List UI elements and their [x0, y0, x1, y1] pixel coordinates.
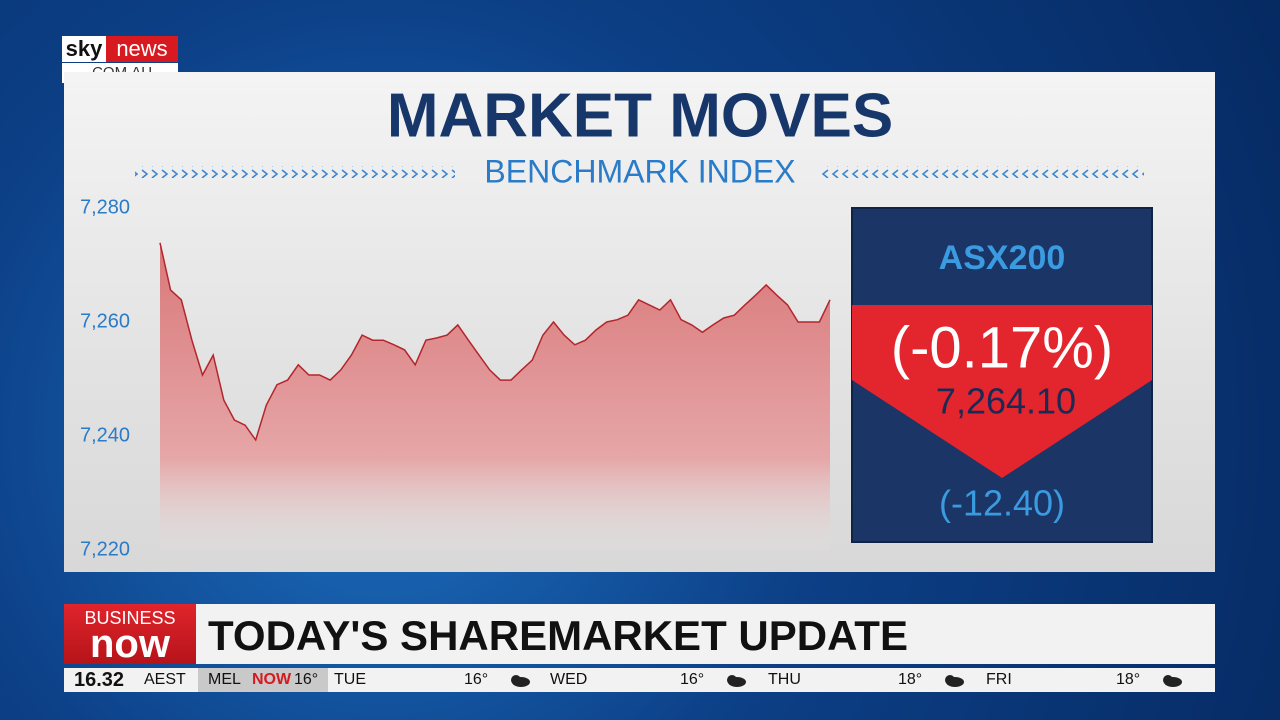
ticker-time: 16.32 [74, 669, 125, 691]
city: MEL [208, 671, 241, 688]
now-label: NOW [252, 671, 292, 688]
badge-arrow [852, 305, 1152, 478]
now-temp: 16° [294, 671, 319, 688]
decoration [135, 166, 455, 178]
ticker: 16.32 AEST MEL NOW 16° TUE 16° WED 16° THU 18… [64, 668, 1215, 692]
badge-index: ASX200 [939, 239, 1066, 277]
ticker-zone: AEST [144, 671, 186, 688]
decoration [822, 166, 1144, 178]
plot: 7,280 7,260 7,240 7,220 [80, 196, 831, 560]
y-tick-label: 7,220 [80, 538, 130, 560]
forecast-day: THU [768, 671, 801, 688]
program-logo: BUSINESS now [64, 604, 196, 666]
badge-level: 7,264.10 [936, 381, 1076, 422]
badge-points: (-12.40) [939, 483, 1065, 524]
forecast-day: WED [550, 671, 588, 688]
forecast-temp: 16° [680, 671, 705, 688]
weather-icon [945, 675, 964, 687]
forecast-temp: 16° [464, 671, 489, 688]
y-tick-label: 7,240 [80, 424, 130, 446]
y-tick-label: 7,260 [80, 310, 130, 332]
line [159, 242, 831, 442]
forecast-temp: 18° [898, 671, 923, 688]
forecast-day: TUE [334, 671, 366, 688]
weather-icon [511, 675, 530, 687]
logo-brand: sky [62, 36, 106, 62]
headline-bar: TODAY'S SHAREMARKET UPDATE [196, 604, 1215, 664]
program-top: BUSINESS [84, 608, 176, 628]
badge-percent: (-0.17%) [891, 315, 1113, 380]
y-tick-label: 7,280 [80, 196, 130, 218]
headline: TODAY'S SHAREMARKET UPDATE [208, 612, 908, 659]
chart-title: MARKET MOVES [387, 81, 893, 150]
forecast-day: FRI [986, 671, 1012, 688]
weather-icon [1163, 675, 1182, 687]
forecast-temp: 18° [1116, 671, 1141, 688]
badge: ASX200 (-0.17%) 7,264.10 (-12.40) [851, 207, 1153, 543]
weather-icon [727, 675, 746, 687]
logo-network: news [106, 36, 178, 62]
area-fill [160, 242, 830, 551]
program-bottom: now [90, 622, 170, 666]
chart-subtitle: BENCHMARK INDEX [484, 153, 795, 189]
weather-now: MEL NOW 16° [198, 668, 328, 692]
